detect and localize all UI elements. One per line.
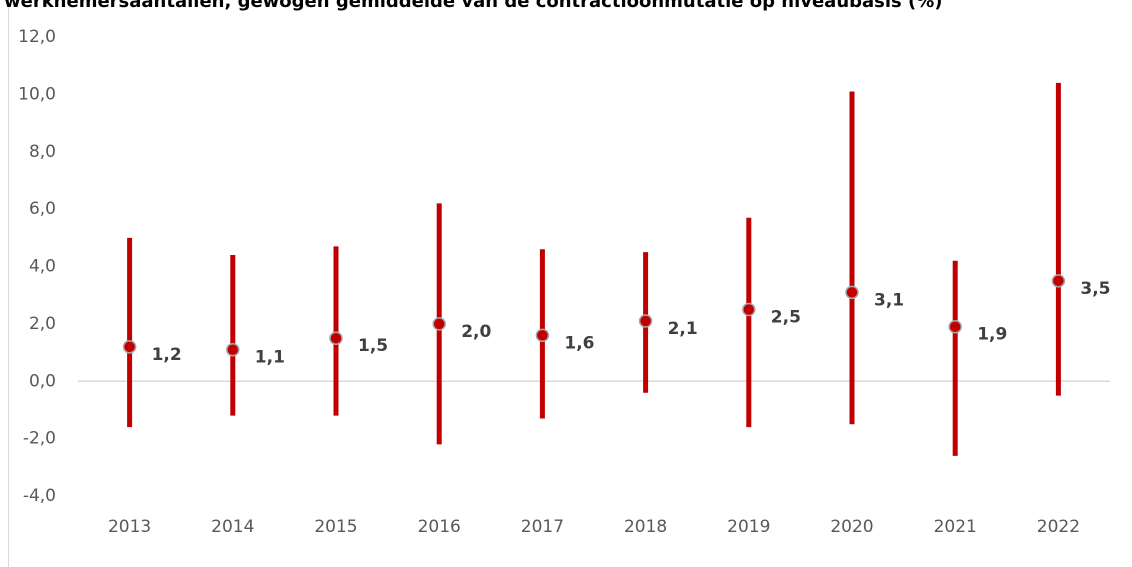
data-label: 1,9: [977, 325, 1007, 345]
data-label: 2,1: [668, 319, 698, 339]
y-tick-label: 2,0: [29, 314, 56, 334]
x-tick-label: 2021: [934, 517, 977, 537]
mean-point: [742, 302, 756, 317]
data-label: 1,1: [255, 348, 285, 368]
mean-point: [122, 340, 137, 354]
x-tick-label: 2022: [1037, 517, 1080, 537]
y-tick-label: -4,0: [23, 486, 56, 506]
mean-point: [638, 314, 653, 328]
y-tick-label: -2,0: [23, 429, 56, 449]
mean-point: [845, 285, 859, 300]
chart-title: werknemersaantallen, gewogen gemiddelde …: [4, 0, 943, 12]
y-tick-label: 0,0: [29, 371, 56, 391]
x-tick-label: 2015: [314, 517, 357, 537]
y-tick-label: 12,0: [18, 27, 56, 47]
x-tick-label: 2017: [521, 517, 564, 537]
mean-point: [329, 331, 343, 345]
data-label: 1,2: [152, 345, 182, 365]
y-tick-label: 6,0: [29, 199, 56, 219]
mean-point: [535, 328, 550, 343]
data-label: 3,5: [1080, 279, 1110, 299]
y-tick-label: 8,0: [29, 142, 56, 162]
mean-point: [432, 317, 446, 331]
y-tick-label: 4,0: [29, 257, 56, 277]
data-label: 1,6: [564, 333, 594, 353]
x-tick-label: 2013: [108, 517, 151, 537]
mean-point: [948, 319, 962, 334]
data-label: 2,0: [461, 322, 491, 342]
mean-point: [226, 342, 240, 357]
x-tick-label: 2014: [211, 517, 254, 537]
data-label: 3,1: [874, 290, 904, 310]
x-tick-label: 2020: [830, 517, 873, 537]
data-label: 1,5: [358, 336, 388, 356]
x-tick-label: 2019: [727, 517, 770, 537]
x-tick-label: 2018: [624, 517, 667, 537]
x-tick-label: 2016: [418, 517, 461, 537]
data-label: 2,5: [771, 308, 801, 328]
chart-frame: [8, 0, 9, 567]
mean-point: [1051, 274, 1066, 288]
y-tick-label: 10,0: [18, 84, 56, 104]
